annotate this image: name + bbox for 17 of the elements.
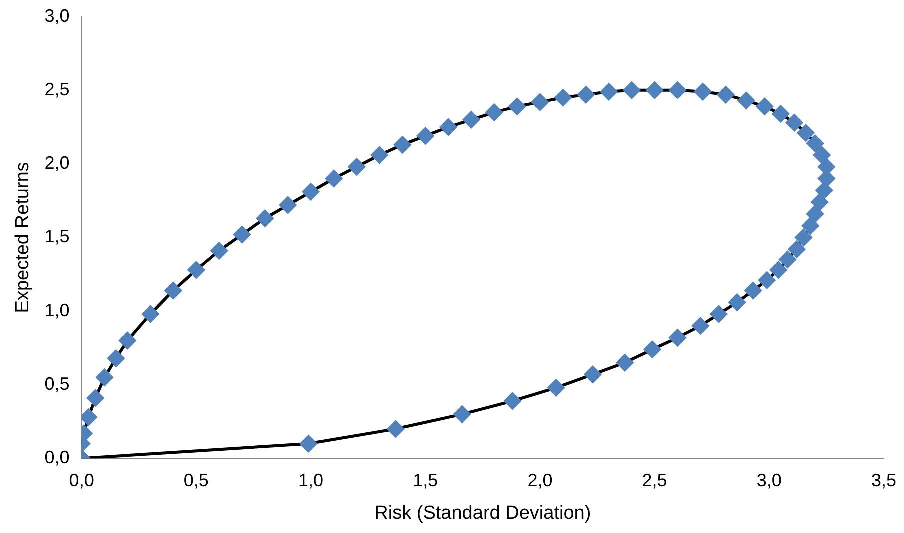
x-tick-label: 0,5 (184, 470, 209, 490)
y-tick-label: 2,5 (44, 79, 70, 100)
x-axis-title: Risk (Standard Deviation) (374, 502, 592, 524)
x-tick-label: 1,0 (298, 470, 324, 490)
y-tick-label: 0,0 (44, 448, 70, 468)
x-tick-label: 1,5 (413, 470, 438, 490)
x-tick-label: 3,0 (756, 470, 782, 490)
x-tick-label: 3,5 (871, 470, 897, 490)
y-tick-label: 2,0 (44, 153, 70, 174)
x-tick-label: 0,0 (69, 470, 94, 490)
y-tick-label: 0,5 (44, 374, 70, 394)
x-tick-label: 2,5 (642, 470, 668, 490)
x-tick-label: 2,0 (528, 470, 553, 490)
y-tick-label: 3,0 (44, 6, 70, 26)
y-axis-title: Expected Returns (12, 162, 34, 314)
y-tick-label: 1,0 (44, 300, 70, 320)
y-tick-label: 1,5 (44, 226, 70, 247)
